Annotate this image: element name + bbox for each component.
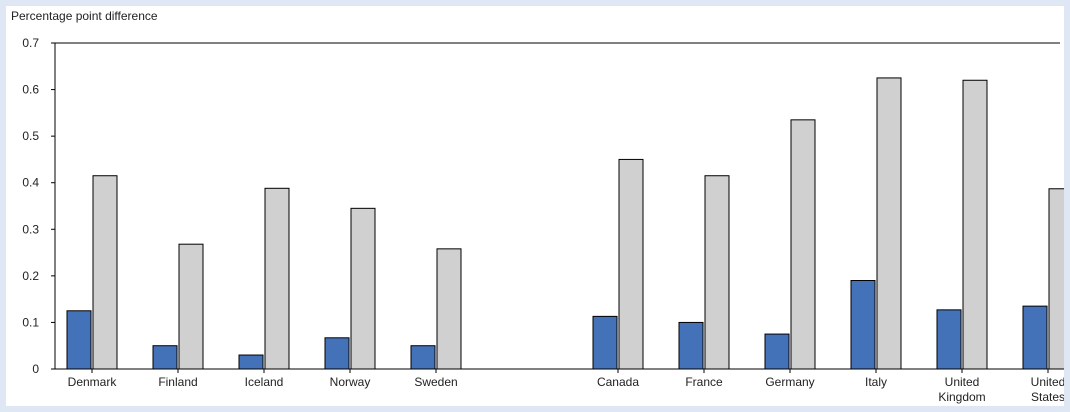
category-label: Sweden	[414, 375, 457, 389]
bar-series-2	[1048, 188, 1064, 370]
bar-series-2	[704, 175, 730, 370]
y-tick-label: 0.3	[22, 222, 39, 236]
bar-series-2	[436, 248, 462, 370]
bar-series-1	[592, 315, 618, 370]
category-label: United States	[1031, 375, 1064, 404]
category-label: Finland	[158, 375, 197, 389]
y-tick-label: 0.4	[22, 176, 39, 190]
bar-series-1	[410, 345, 436, 370]
y-tick-label: 0.1	[22, 315, 39, 329]
bar-series-2	[92, 175, 118, 370]
category-label: Italy	[865, 375, 887, 389]
y-axis-label: Percentage point difference	[11, 9, 158, 23]
bar-chart: Percentage point difference 0 0.1 0.2 0.3 0.…	[11, 9, 1064, 404]
bar-series-2	[790, 119, 816, 370]
category-label: Iceland	[245, 375, 284, 389]
bar-series-1	[850, 280, 876, 370]
bar-series-1	[936, 309, 962, 370]
y-tick-label: 0.6	[22, 83, 39, 97]
category-label: France	[685, 375, 723, 389]
bar-series-1	[238, 354, 264, 370]
bar-series-1	[324, 337, 350, 370]
category-label: Norway	[330, 375, 371, 389]
bar-series-2	[178, 243, 204, 370]
bar-series-1	[66, 310, 92, 370]
bar-series-2	[264, 187, 290, 370]
y-tick-label: 0	[32, 362, 39, 376]
category-label: Denmark	[68, 375, 118, 389]
y-tick-label: 0.5	[22, 129, 39, 143]
y-tick-label: 0.7	[22, 36, 39, 50]
bar-series-1	[1022, 305, 1048, 370]
chart-frame: Percentage point difference 0 0.1 0.2 0.3 0.…	[6, 6, 1064, 406]
bar-series-2	[618, 158, 644, 370]
bar-series-2	[876, 77, 902, 370]
category-label: Germany	[765, 375, 814, 389]
category-label: United Kingdom	[938, 375, 985, 404]
y-tick-label: 0.2	[22, 269, 39, 283]
category-label: Canada	[597, 375, 639, 389]
bar-series-1	[764, 333, 790, 370]
bar-series-1	[678, 321, 704, 370]
bar-series-1	[152, 345, 178, 370]
bar-series-2	[962, 79, 988, 370]
bar-series-2	[350, 207, 376, 370]
plot-area: 0 0.1 0.2 0.3 0.4 0.5 0.6 0.7 Denmark Finland Icel…	[22, 36, 1064, 404]
